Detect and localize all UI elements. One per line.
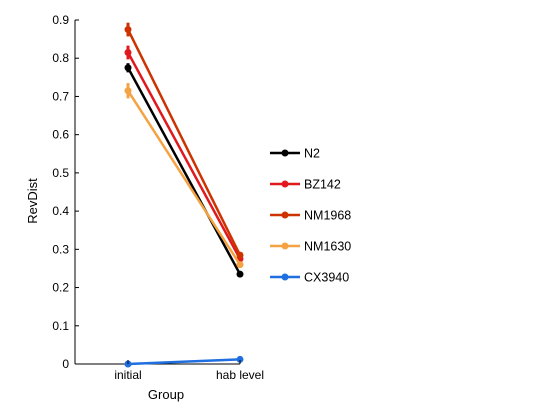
y-tick-label: 0.6	[52, 128, 69, 142]
series-line	[126, 90, 242, 266]
legend-item-nm1630: NM1630	[270, 240, 351, 254]
data-point	[124, 48, 132, 56]
legend-item-nm1968: NM1968	[270, 209, 351, 223]
legend-label: CX3940	[304, 271, 349, 285]
axes	[74, 20, 240, 365]
series-cx3940	[124, 355, 244, 368]
series-nm1968	[124, 22, 244, 259]
legend-swatch-marker	[281, 273, 289, 281]
y-tick-label: 0	[62, 357, 69, 371]
series-line	[126, 51, 242, 260]
data-point	[236, 261, 244, 269]
ticks-layer: 0 0.1 0.2 0.3 0.4 0.5 0.6 0.7 0.8 0.9 initial hab l…	[52, 13, 264, 382]
legend-swatch-marker	[281, 211, 289, 219]
legend-item-n2: N2	[270, 147, 320, 161]
legend-swatch-marker	[281, 242, 289, 250]
series-bz142	[124, 45, 244, 263]
data-point	[124, 87, 132, 95]
legend-swatch-marker	[281, 149, 289, 157]
legend-label: NM1630	[304, 240, 351, 254]
series-line	[126, 28, 242, 256]
y-tick-label: 0.5	[52, 166, 69, 180]
legend-item-bz142: BZ142	[270, 178, 341, 192]
series-n2	[124, 63, 244, 278]
y-tick-label: 0.8	[52, 51, 69, 65]
y-tick-label: 0.4	[52, 204, 69, 218]
legend-label: BZ142	[304, 178, 341, 192]
series-line	[127, 358, 241, 366]
y-tick-label: 0.9	[52, 13, 69, 27]
data-point	[236, 251, 244, 259]
data-point	[124, 26, 132, 34]
legend-label: NM1968	[304, 209, 351, 223]
legend: N2 BZ142 NM1968 NM1630 CX3940	[270, 147, 351, 285]
legend-label: N2	[304, 147, 320, 161]
y-tick-label: 0.2	[52, 281, 69, 295]
legend-swatch-marker	[281, 180, 289, 188]
series-nm1630	[124, 83, 244, 269]
data-point	[236, 270, 244, 278]
x-tick-label: initial	[114, 368, 141, 382]
y-tick-label: 0.1	[52, 319, 69, 333]
y-tick-label: 0.3	[52, 242, 69, 256]
data-point	[124, 64, 132, 72]
y-axis-title: RevDist	[25, 178, 40, 224]
data-point	[236, 355, 244, 363]
series-layer	[124, 22, 244, 368]
series-line	[126, 67, 242, 275]
y-tick-label: 0.7	[52, 89, 69, 103]
legend-item-cx3940: CX3940	[270, 271, 349, 285]
x-axis-title: Group	[148, 387, 184, 402]
x-tick-label: hab level	[216, 368, 264, 382]
